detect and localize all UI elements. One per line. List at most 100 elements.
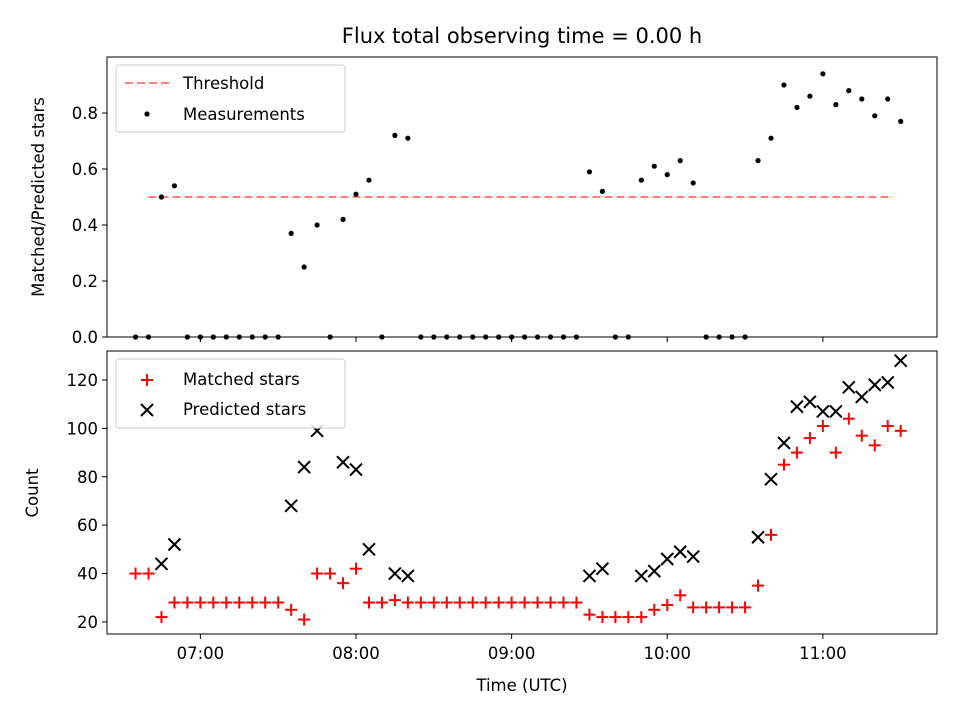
measurement-point bbox=[885, 96, 891, 102]
matched-star-point bbox=[790, 446, 803, 459]
matched-star-point bbox=[557, 596, 570, 609]
matched-star-point bbox=[311, 567, 324, 580]
predicted-star-point bbox=[803, 395, 817, 409]
matched-star-point bbox=[479, 596, 492, 609]
bottom-y-tick-label: 80 bbox=[77, 468, 98, 487]
matched-star-point bbox=[609, 611, 622, 624]
measurement-point bbox=[366, 177, 372, 183]
matched-star-point bbox=[233, 596, 246, 609]
predicted-legend-swatch bbox=[140, 403, 154, 417]
measurement-point bbox=[288, 230, 294, 236]
top-panel: 0.00.20.40.60.8 Matched/Predicted stars … bbox=[29, 56, 938, 347]
measurement-point bbox=[392, 132, 398, 138]
matched-star-point bbox=[505, 596, 518, 609]
predicted-star-point bbox=[764, 472, 778, 486]
measurement-point bbox=[586, 169, 593, 175]
measurement-point bbox=[340, 216, 346, 222]
matched-star-point bbox=[713, 601, 726, 614]
measurement-point bbox=[768, 135, 774, 141]
measurement-point bbox=[833, 102, 839, 108]
predicted-star-point bbox=[816, 404, 830, 419]
matched-star-point bbox=[855, 429, 868, 442]
predicted-star-point bbox=[893, 353, 908, 368]
bottom-y-axis-label: Count bbox=[23, 468, 42, 518]
matched-star-point bbox=[842, 412, 855, 425]
matched-star-point bbox=[350, 562, 362, 575]
matched-star-point bbox=[894, 424, 907, 437]
predicted-legend-label: Predicted stars bbox=[183, 400, 306, 419]
top-y-tick-label: 0.4 bbox=[72, 216, 98, 235]
predicted-star-point bbox=[673, 545, 687, 559]
predicted-star-point bbox=[634, 569, 649, 583]
predicted-star-point bbox=[167, 537, 182, 552]
measurement-point bbox=[651, 163, 657, 169]
bottom-y-tick-label: 100 bbox=[67, 419, 99, 438]
predicted-star-point bbox=[647, 564, 661, 578]
predicted-star-point bbox=[297, 460, 311, 474]
predicted-star-point bbox=[401, 569, 415, 583]
measurement-point bbox=[301, 264, 307, 270]
predicted-star-point bbox=[154, 557, 169, 571]
measurement-point bbox=[664, 172, 670, 178]
matched-star-point bbox=[129, 567, 142, 580]
predicted-star-point bbox=[686, 549, 700, 564]
measurement-point bbox=[807, 93, 813, 99]
matched-star-point bbox=[518, 596, 531, 609]
matched-star-point bbox=[142, 567, 155, 580]
matched-star-point bbox=[765, 528, 777, 541]
matched-star-point bbox=[220, 596, 233, 609]
measurements-legend-swatch bbox=[144, 111, 150, 117]
measurement-point bbox=[677, 158, 683, 164]
bottom-x-tick-label: 11:00 bbox=[799, 644, 847, 663]
measurement-point bbox=[898, 118, 904, 124]
matched-star-point bbox=[207, 596, 220, 609]
matched-star-point bbox=[362, 596, 375, 609]
measurement-point bbox=[405, 135, 411, 141]
matched-star-point bbox=[414, 596, 427, 609]
matched-star-point bbox=[259, 596, 272, 609]
measurement-point bbox=[158, 194, 165, 200]
chart-title: Flux total observing time = 0.00 h bbox=[342, 24, 702, 48]
predicted-star-point bbox=[829, 404, 843, 419]
matched-legend-label: Matched stars bbox=[183, 370, 300, 389]
matched-star-point bbox=[440, 596, 453, 609]
predicted-star-point bbox=[388, 566, 402, 581]
matched-star-point bbox=[596, 611, 609, 624]
matched-star-point bbox=[700, 601, 713, 614]
matched-star-point bbox=[635, 611, 648, 624]
measurement-point bbox=[599, 188, 606, 194]
predicted-star-point bbox=[660, 552, 674, 566]
matched-star-point bbox=[427, 596, 440, 609]
measurement-point bbox=[314, 222, 320, 228]
predicted-star-point bbox=[881, 375, 895, 390]
matched-star-point bbox=[375, 596, 388, 609]
measurement-point bbox=[690, 180, 696, 186]
top-y-tick-label: 0.0 bbox=[72, 328, 98, 347]
matched-star-point bbox=[622, 611, 635, 624]
matched-star-point bbox=[298, 613, 311, 626]
measurement-point bbox=[781, 82, 787, 88]
bottom-x-tick-label: 10:00 bbox=[643, 644, 691, 663]
matched-star-point bbox=[401, 596, 414, 609]
matched-star-point bbox=[337, 577, 350, 590]
bottom-y-tick-label: 40 bbox=[77, 565, 98, 584]
matched-star-point bbox=[583, 608, 596, 621]
matched-star-point bbox=[648, 603, 661, 616]
bottom-x-tick-label: 08:00 bbox=[332, 644, 380, 663]
bottom-x-tick-label: 09:00 bbox=[488, 644, 536, 663]
matched-star-point bbox=[570, 596, 583, 609]
bottom-legend-box bbox=[115, 358, 346, 429]
matched-star-point bbox=[246, 596, 259, 609]
matched-legend-swatch bbox=[141, 374, 153, 386]
measurement-point bbox=[794, 104, 800, 110]
bottom-x-tick-label: 07:00 bbox=[177, 644, 225, 663]
matched-star-point bbox=[868, 439, 881, 452]
measurement-point bbox=[872, 113, 878, 119]
bottom-y-tick-label: 120 bbox=[67, 371, 99, 390]
measurement-point bbox=[353, 191, 359, 197]
predicted-star-point bbox=[868, 378, 882, 392]
matched-star-point bbox=[155, 611, 168, 624]
matched-star-point bbox=[272, 596, 285, 609]
bottom-y-tick-label: 20 bbox=[77, 613, 98, 632]
